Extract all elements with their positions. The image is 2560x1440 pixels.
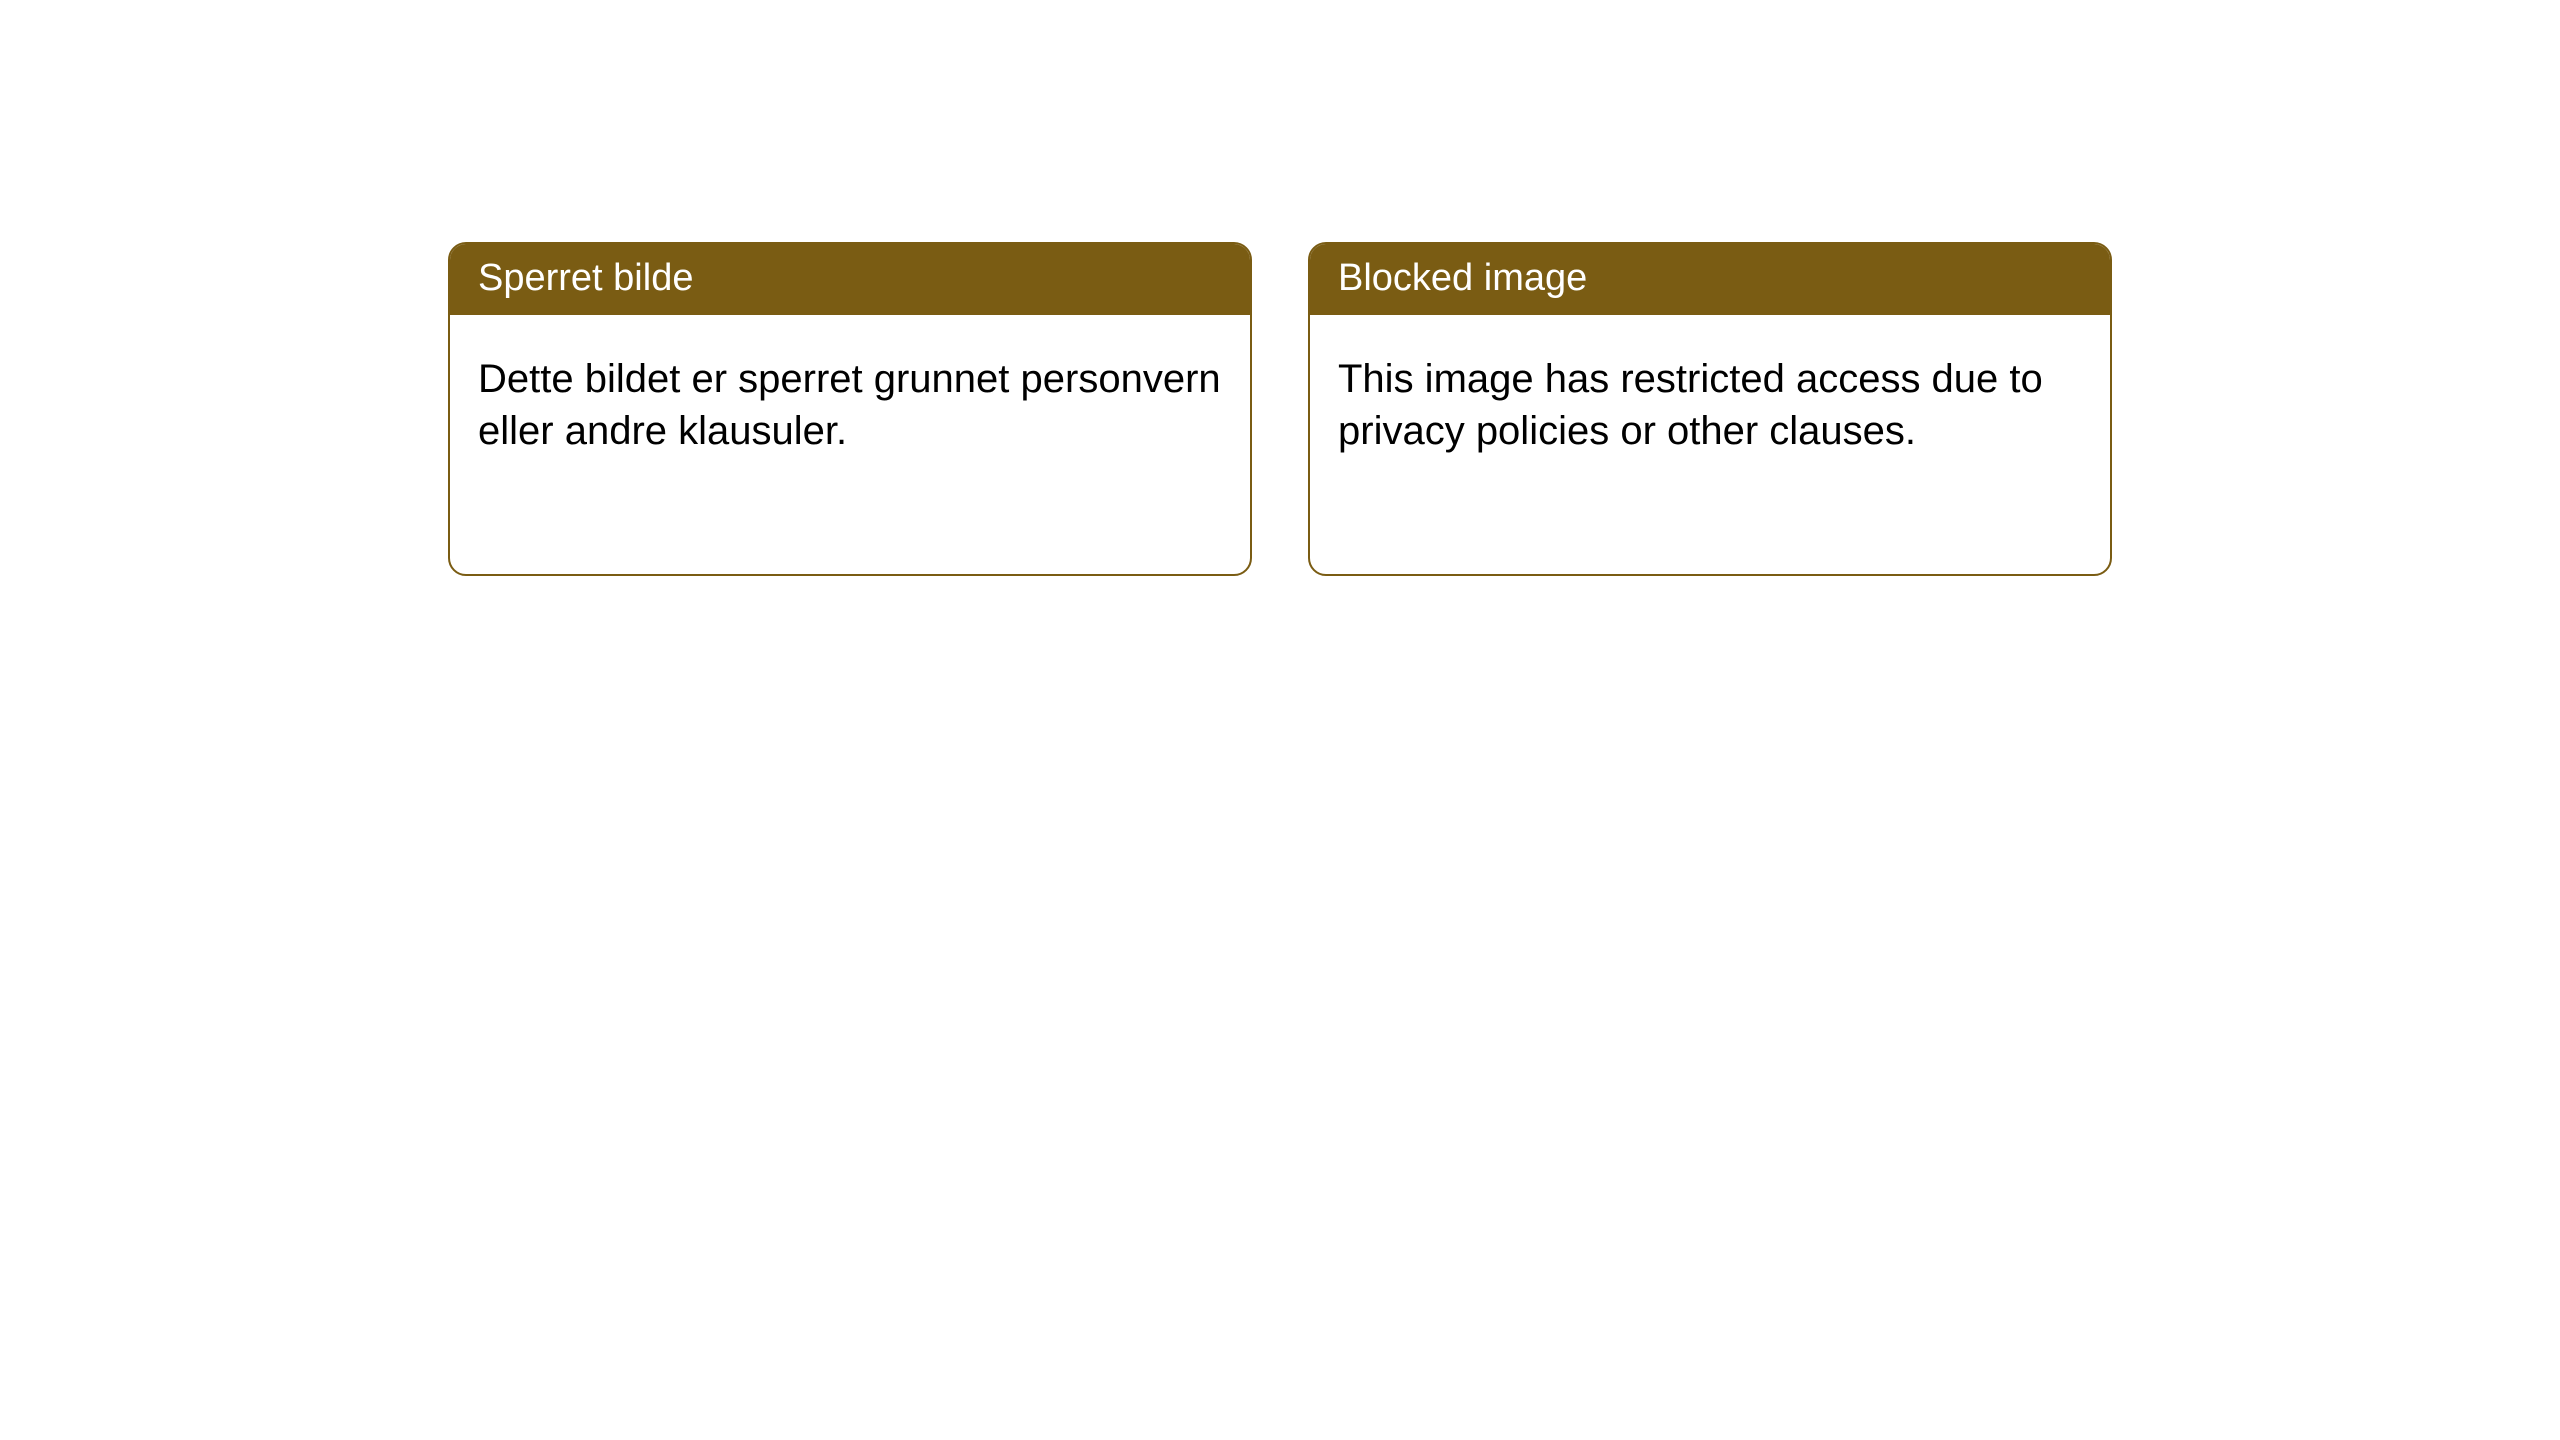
notice-body: This image has restricted access due to … [1310,315,2110,495]
notice-title: Sperret bilde [478,257,693,299]
notice-text: This image has restricted access due to … [1338,357,2043,453]
notice-text: Dette bildet er sperret grunnet personve… [478,357,1221,453]
notice-card-norwegian: Sperret bilde Dette bildet er sperret gr… [448,242,1252,576]
notice-header: Blocked image [1310,244,2110,315]
notice-body: Dette bildet er sperret grunnet personve… [450,315,1250,495]
notice-title: Blocked image [1338,257,1587,299]
notice-header: Sperret bilde [450,244,1250,315]
notice-container: Sperret bilde Dette bildet er sperret gr… [0,0,2560,576]
notice-card-english: Blocked image This image has restricted … [1308,242,2112,576]
